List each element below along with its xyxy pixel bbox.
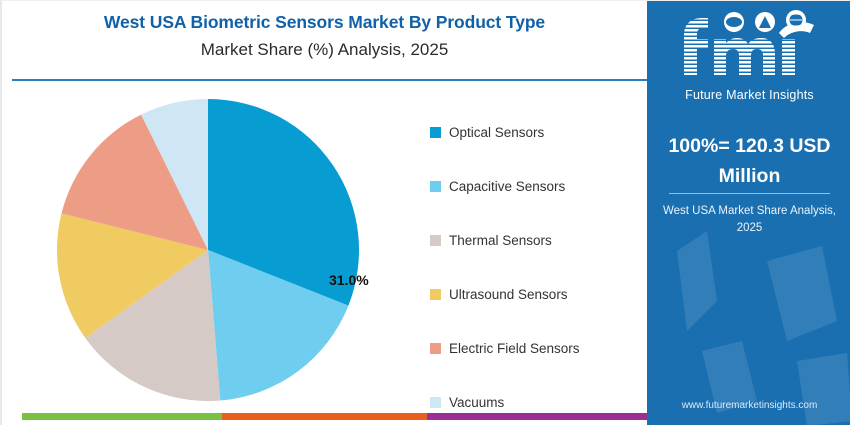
- legend-swatch-icon: [430, 180, 441, 192]
- chart-title-block: West USA Biometric Sensors Market By Pro…: [2, 1, 647, 79]
- total-value-line2: Million: [718, 165, 781, 187]
- pie-slice[interactable]: [61, 114, 208, 250]
- sidebar-divider: [669, 193, 830, 194]
- bottom-color-bar: [22, 413, 647, 420]
- pie-slice[interactable]: [85, 250, 221, 401]
- legend-item[interactable]: Vacuums: [430, 375, 640, 425]
- total-value-line1: 100%= 120.3 USD: [668, 135, 831, 157]
- background-decoration: [677, 231, 850, 425]
- legend-item-label: Thermal Sensors: [449, 232, 552, 248]
- fmi-logo-tagline: Future Market Insights: [685, 88, 814, 102]
- sidebar-caption: West USA Market Share Analysis, 2025: [663, 205, 836, 234]
- legend-item[interactable]: Capacitive Sensors: [430, 159, 640, 213]
- legend-item-label: Electric Field Sensors: [449, 340, 580, 356]
- pie-slice[interactable]: [57, 213, 208, 338]
- brand-sidebar: Future Market Insights 100%= 120.3 USD M…: [647, 1, 850, 425]
- fmi-logo: Future Market Insights: [647, 9, 850, 102]
- pie-chart: 31.0%: [57, 99, 369, 401]
- bottom-bar-segment: [22, 413, 222, 420]
- pie-slice-group: [57, 99, 359, 401]
- legend-item-label: Capacitive Sensors: [449, 178, 566, 194]
- pie-slice[interactable]: [208, 99, 359, 306]
- legend-swatch-icon: [430, 288, 441, 300]
- legend-swatch-icon: [430, 396, 441, 408]
- pie-slice[interactable]: [141, 99, 208, 250]
- bottom-bar-segment: [427, 413, 647, 420]
- website-url[interactable]: www.futuremarketinsights.com: [681, 400, 818, 411]
- legend-swatch-icon: [430, 342, 441, 354]
- legend-item[interactable]: Thermal Sensors: [430, 213, 640, 267]
- legend-item[interactable]: Electric Field Sensors: [430, 321, 640, 375]
- title-divider: [12, 79, 647, 81]
- bottom-bar-segment: [222, 413, 427, 420]
- page-subtitle: Market Share (%) Analysis, 2025: [200, 40, 449, 59]
- legend-item[interactable]: Optical Sensors: [430, 105, 640, 159]
- pie-slice-label-optical: 31.0%: [329, 272, 369, 288]
- pie-chart-svg: [57, 99, 359, 401]
- legend-swatch-icon: [430, 126, 441, 138]
- fmi-logo-icon: [684, 10, 814, 75]
- legend-item-label: Ultrasound Sensors: [449, 286, 568, 302]
- legend-item-label: Vacuums: [449, 394, 505, 410]
- total-value-block: 100%= 120.3 USD Million: [657, 131, 842, 191]
- page-title: West USA Biometric Sensors Market By Pro…: [103, 12, 546, 32]
- pie-slice[interactable]: [208, 250, 349, 401]
- chart-legend: Optical Sensors Capacitive Sensors Thermal…: [430, 105, 640, 425]
- chart-panel: West USA Biometric Sensors Market By Pro…: [2, 1, 647, 425]
- legend-swatch-icon: [430, 234, 441, 246]
- legend-item-label: Optical Sensors: [449, 124, 545, 140]
- legend-item[interactable]: Ultrasound Sensors: [430, 267, 640, 321]
